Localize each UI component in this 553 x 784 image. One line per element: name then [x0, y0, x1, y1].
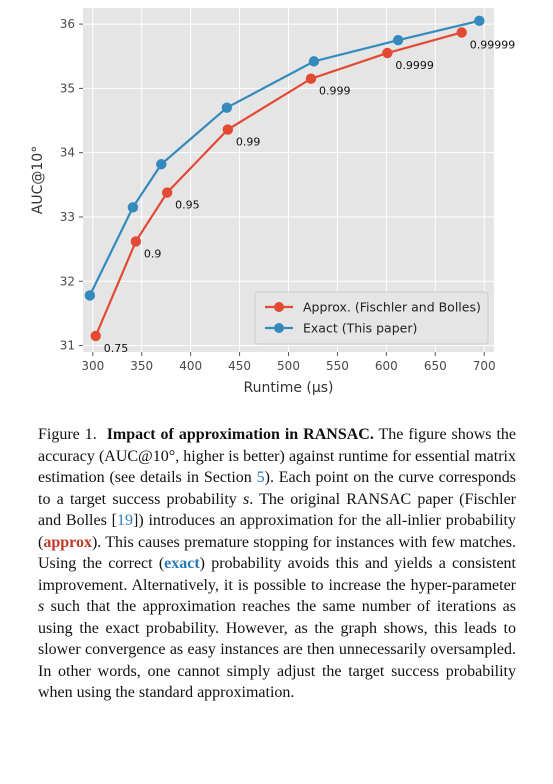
variable-s-2: s [38, 598, 45, 615]
axis-ticks: 300 350 400 450 500 550 600 650 700 31 32 33 34 35 36 [60, 17, 496, 373]
caption-title: Impact of approximation in RANSAC. [106, 426, 374, 443]
caption-text-6: ) probability avoids this and yields a c… [38, 555, 516, 594]
x-axis-label: Runtime (μs) [243, 380, 333, 396]
data-point [308, 56, 320, 67]
legend: Approx. (Fischler and Bolles) Exact (This… [254, 291, 489, 345]
y-tick-label: 36 [60, 17, 75, 31]
exact-keyword: exact [164, 555, 200, 572]
chart-figure: 300 350 400 450 500 550 600 650 700 31 32 33 34 35 36 … [30, 8, 515, 396]
legend-entry: Approx. (Fischler and Bolles) [303, 300, 481, 315]
x-tick-label: 550 [326, 359, 349, 373]
data-point [90, 330, 101, 342]
caption-text-5: ). This causes premature stopping for in… [38, 533, 516, 573]
x-tick-label: 500 [277, 359, 300, 373]
data-point [221, 102, 233, 113]
y-tick-label: 33 [60, 210, 75, 224]
caption-text-3: . The original RANSAC paper (Fischler an… [38, 490, 516, 530]
x-tick-label: 700 [473, 359, 496, 373]
data-point-label: 0.95 [175, 199, 200, 212]
x-tick-label: 600 [375, 359, 398, 373]
figure-label: Figure 1. [38, 426, 97, 443]
point-labels: 0.75 0.9 0.95 0.99 0.999 0.9999 0.99999 [104, 38, 515, 354]
caption-text-1: The figure shows the accuracy (AUC@10°, … [38, 426, 517, 486]
legend-entry: Exact (This paper) [303, 321, 417, 336]
data-point-label: 0.9 [144, 247, 162, 260]
y-tick-label: 32 [60, 274, 75, 288]
citation-link[interactable]: 19 [116, 512, 133, 529]
data-point [456, 27, 467, 38]
grid-lines [83, 8, 494, 352]
x-tick-label: 650 [424, 359, 447, 373]
y-tick-label: 34 [60, 146, 75, 160]
data-point [84, 290, 96, 301]
series-layer [84, 15, 485, 342]
data-point-label: 0.999 [319, 85, 351, 98]
data-point-label: 0.75 [104, 342, 129, 355]
section-reference-link[interactable]: 5 [256, 469, 265, 486]
x-tick-label: 300 [81, 359, 104, 373]
data-point [382, 47, 393, 59]
x-tick-label: 350 [130, 359, 153, 373]
x-tick-label: 400 [179, 359, 202, 373]
y-tick-label: 31 [60, 339, 75, 353]
y-axis-label: AUC@10° [30, 146, 46, 214]
variable-s: s [242, 490, 250, 508]
data-point [392, 34, 404, 46]
data-point [127, 202, 139, 213]
data-point [222, 124, 234, 135]
data-point-label: 0.9999 [395, 59, 434, 72]
chart-svg: 300 350 400 450 500 550 600 650 700313233343536 … [30, 8, 515, 396]
legend-box [254, 291, 489, 345]
x-tick-label: 450 [228, 359, 251, 373]
data-point [130, 236, 142, 247]
caption-text-2: ). Each point on the curve corresponds t… [38, 469, 516, 508]
data-point [474, 15, 485, 27]
caption-text-7: such that the approximation reaches the … [38, 598, 516, 701]
caption-text-4: ]) introduces an approximation for the a… [38, 512, 516, 551]
data-point [161, 187, 173, 198]
data-point-label: 0.99999 [470, 38, 516, 51]
data-point-label: 0.99 [236, 136, 260, 149]
approx-keyword: approx [43, 533, 92, 551]
data-point [305, 73, 317, 84]
data-point [156, 159, 167, 170]
legend-swatch-marker [274, 323, 284, 333]
figure-caption: Figure 1. Impact of approximation in RAN… [38, 424, 516, 704]
legend-swatch-marker [274, 302, 284, 312]
y-tick-label: 35 [60, 81, 75, 95]
